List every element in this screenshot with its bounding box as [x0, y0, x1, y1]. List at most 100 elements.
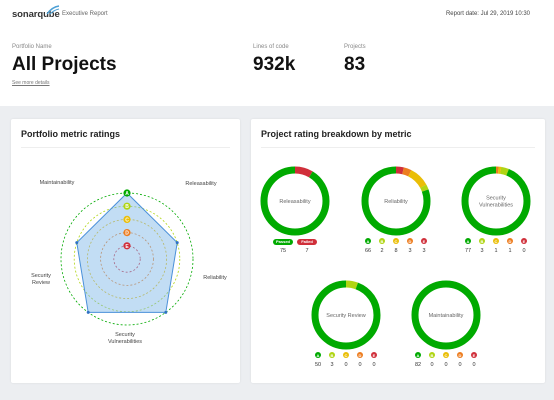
card-title: Project rating breakdown by metric — [261, 129, 412, 139]
radar-chart: A B C D E Maintainability Releasability Reliabi… — [31, 180, 227, 345]
top-bar: sonarqube Executive Report Report date: … — [0, 0, 554, 29]
grade-badge-B — [479, 238, 485, 244]
grade-letter: D — [359, 353, 362, 358]
grade-badge-E — [471, 352, 477, 358]
grade-letter: D — [409, 239, 412, 244]
grade-count: 50 — [315, 362, 321, 368]
grade-count: 1 — [494, 248, 497, 254]
grade-badge-C — [443, 352, 449, 358]
grade-count: 1 — [508, 248, 511, 254]
rating-badge-C — [123, 215, 131, 223]
donut-1: Reliability A 66 B 2 C 8 D 3 E 3 — [361, 166, 431, 254]
grade-badge-A — [415, 352, 421, 358]
grade-letter: C — [495, 239, 498, 244]
rating-letter: B — [125, 204, 129, 210]
donut-label: Reliability — [384, 199, 408, 205]
grade-badge-A — [365, 238, 371, 244]
lines-of-code-label: Lines of code — [253, 44, 289, 50]
radar-point-2 — [164, 310, 168, 314]
grade-badge-D — [407, 238, 413, 244]
donut-label: Releasability — [279, 199, 310, 205]
grade-letter: A — [417, 353, 420, 358]
grade-count: 82 — [415, 362, 421, 368]
radar-ring-C — [87, 219, 167, 299]
rating-badge-D — [123, 229, 131, 237]
grade-count: 8 — [394, 248, 397, 254]
donut-4: Maintainability A 82 B 0 C 0 D 0 E 0 — [411, 280, 481, 368]
grade-count: 0 — [472, 362, 475, 368]
grade-badge-E — [521, 238, 527, 244]
grade-letter: E — [473, 353, 476, 358]
grade-badge-E — [421, 238, 427, 244]
grade-letter: D — [459, 353, 462, 358]
portfolio-metric-ratings-card: Portfolio metric ratings A B C D E Maintainab… — [11, 119, 240, 383]
legend-pill-text: Passed — [276, 239, 291, 244]
rating-letter: C — [125, 217, 129, 223]
legend-count: 75 — [280, 248, 286, 254]
rating-badge-B — [123, 202, 131, 210]
axis-label: Security — [31, 273, 51, 279]
grade-badge-C — [393, 238, 399, 244]
grade-letter: E — [373, 353, 376, 358]
radar-ring-D — [100, 232, 154, 286]
grade-badge-B — [379, 238, 385, 244]
axis-label: Security — [115, 332, 135, 338]
donut-segment — [411, 280, 481, 350]
grade-count: 0 — [458, 362, 461, 368]
lines-of-code-value: 932k — [253, 54, 296, 75]
donut-segment — [260, 166, 330, 236]
grade-badge-D — [357, 352, 363, 358]
grade-count: 66 — [365, 248, 371, 254]
portfolio-name-value: All Projects — [12, 54, 117, 75]
grade-letter: E — [423, 239, 426, 244]
donut-segment — [311, 280, 381, 350]
project-rating-breakdown-card: Project rating breakdown by metric Relea… — [251, 119, 545, 383]
grade-count: 3 — [422, 248, 425, 254]
grade-badge-D — [457, 352, 463, 358]
rating-letter: E — [125, 244, 129, 250]
legend-pill-text: Failed — [301, 239, 313, 244]
grade-count: 77 — [465, 248, 471, 254]
radar-point-4 — [75, 241, 79, 245]
grade-count: 3 — [408, 248, 411, 254]
grade-badge-C — [493, 238, 499, 244]
portfolio-name-label: Portfolio Name — [12, 44, 52, 50]
radar-area — [76, 192, 178, 313]
donut-3: Security Review A 50 B 3 C 0 D 0 E 0 — [311, 280, 381, 368]
donut-0: Releasability Passed 75 Failed 7 — [260, 166, 330, 254]
portfolio-summary: Portfolio Name All Projects See more det… — [0, 28, 554, 106]
legend-pill-failed — [297, 239, 317, 245]
grade-count: 0 — [372, 362, 375, 368]
projects-label: Projects — [344, 44, 366, 50]
grade-letter: B — [431, 353, 434, 358]
sonarqube-wave-icon — [46, 5, 60, 15]
donut-label: Vulnerabilities — [479, 203, 513, 209]
grade-badge-A — [465, 238, 471, 244]
grade-letter: B — [481, 239, 484, 244]
divider — [261, 147, 535, 148]
axis-label: Review — [32, 280, 50, 286]
rating-letter: A — [125, 191, 129, 197]
grade-letter: A — [367, 239, 370, 244]
donut-label: Maintainability — [429, 313, 464, 319]
donut-segment — [461, 166, 531, 236]
axis-label: Reliability — [203, 275, 227, 281]
grade-letter: C — [345, 353, 348, 358]
grade-letter: B — [331, 353, 334, 358]
card-title: Portfolio metric ratings — [21, 129, 121, 139]
donut-segment — [361, 166, 431, 236]
grade-letter: C — [445, 353, 448, 358]
grade-badge-B — [329, 352, 335, 358]
grade-count: 3 — [330, 362, 333, 368]
axis-label: Releasability — [185, 181, 216, 187]
rating-badge-A — [123, 189, 131, 197]
radar-point-3 — [86, 310, 90, 314]
see-more-details-link[interactable]: See more details — [12, 80, 50, 86]
radar-ring-A — [60, 192, 194, 326]
rating-badge-E — [123, 242, 131, 250]
grade-letter: A — [467, 239, 470, 244]
grade-count: 0 — [522, 248, 525, 254]
legend-count: 7 — [305, 248, 308, 254]
